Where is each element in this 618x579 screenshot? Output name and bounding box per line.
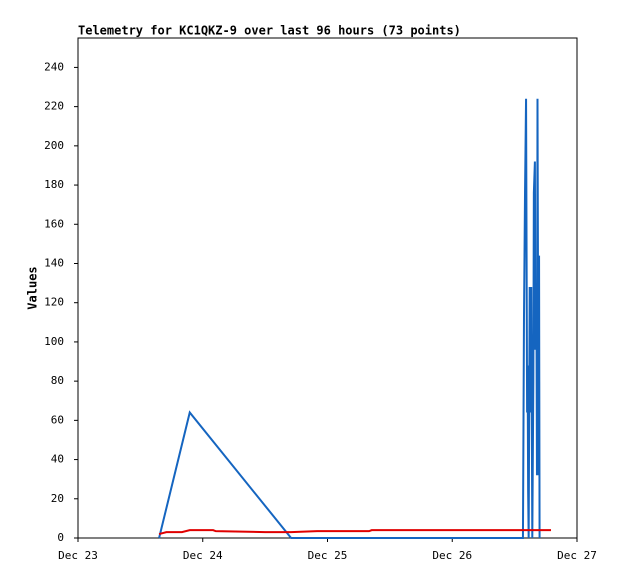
y-tick-label: 160 <box>44 217 64 230</box>
y-tick-label: 240 <box>44 60 64 73</box>
y-tick-label: 140 <box>44 256 64 269</box>
y-tick-label: 60 <box>51 413 64 426</box>
x-tick-label: Dec 25 <box>308 549 348 562</box>
y-tick-label: 20 <box>51 492 64 505</box>
y-tick-label: 100 <box>44 335 64 348</box>
y-tick-label: 80 <box>51 374 64 387</box>
y-tick-label: 180 <box>44 178 64 191</box>
x-tick-label: Dec 24 <box>183 549 223 562</box>
y-tick-label: 40 <box>51 453 64 466</box>
series-line <box>158 529 552 536</box>
chart-title: Telemetry for KC1QKZ-9 over last 96 hour… <box>78 24 461 38</box>
y-tick-label: 0 <box>57 531 64 544</box>
x-tick-label: Dec 26 <box>432 549 472 562</box>
y-tick-label: 220 <box>44 100 64 113</box>
y-tick-label: 200 <box>44 139 64 152</box>
x-tick-label: Dec 27 <box>557 549 597 562</box>
y-tick-label: 120 <box>44 296 64 309</box>
y-axis-label: Values <box>26 266 40 309</box>
x-tick-label: Dec 23 <box>58 549 98 562</box>
